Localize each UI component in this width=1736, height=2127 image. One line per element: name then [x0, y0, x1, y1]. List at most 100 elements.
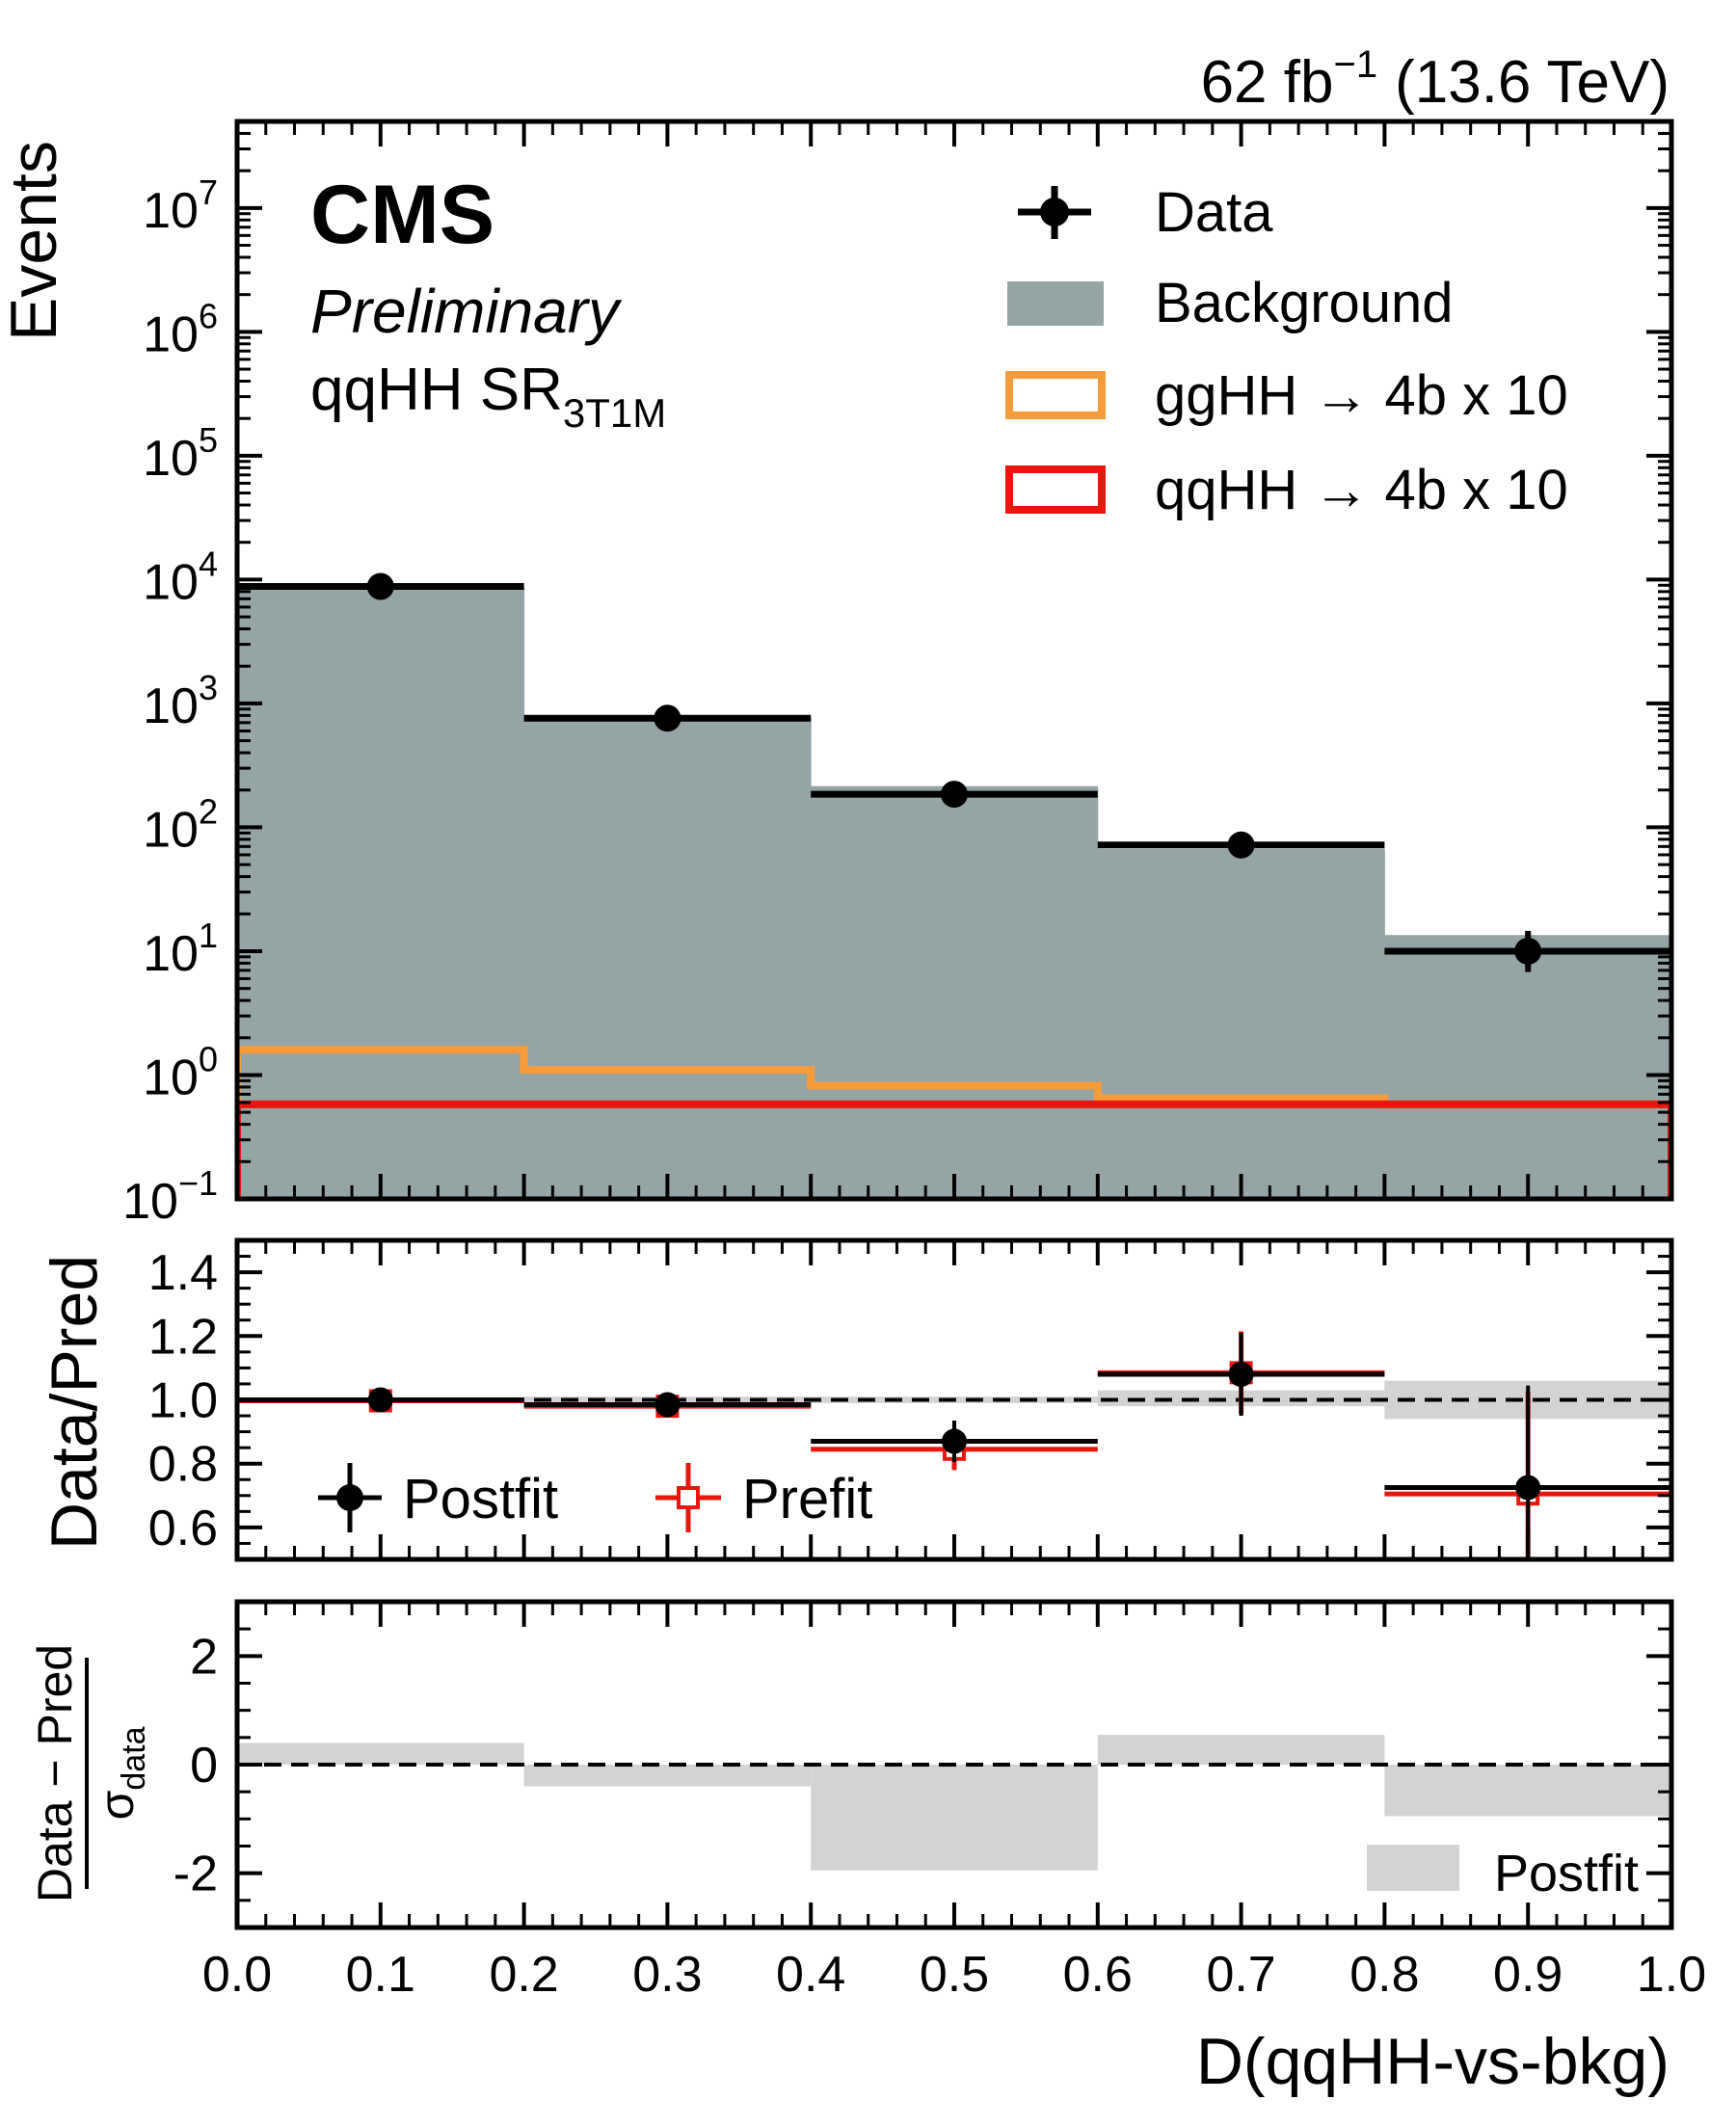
pull-bar	[1097, 1735, 1385, 1765]
legend-background-label: Background	[1155, 272, 1454, 334]
y-axis-label-ratio: Data/Pred	[38, 1255, 111, 1550]
y-axis-label-events: Events	[0, 141, 70, 341]
pull-label-sigma: σ	[90, 1791, 144, 1821]
y-tick-exponent: 2	[199, 791, 218, 831]
ratio-legend: Postfit Prefit	[318, 1463, 872, 1532]
y-tick-exponent: 5	[199, 420, 218, 460]
region-name: qqHH SR	[310, 357, 563, 423]
x-tick-label: 0.9	[1493, 1947, 1562, 2003]
legend-qqhh-label: qqHH → 4b x 10	[1155, 459, 1568, 521]
postfit-point	[1515, 1475, 1541, 1501]
background-bar	[523, 718, 812, 1199]
x-tick-label: 0.8	[1349, 1947, 1419, 2003]
postfit-point	[1228, 1362, 1254, 1388]
region-subscript: 3T1M	[563, 390, 666, 436]
y-tick-exponent: 6	[199, 296, 218, 335]
x-tick-label: 0.3	[632, 1947, 702, 2003]
data-point	[366, 572, 394, 600]
pull-label-sigma-sub: data	[116, 1726, 152, 1790]
postfit-point	[654, 1392, 681, 1418]
x-tick-label: 0.2	[489, 1947, 558, 2003]
background-bar	[811, 785, 1099, 1199]
pull-label-denominator: σdata	[90, 1726, 152, 1820]
y-tick-label: 104	[143, 544, 218, 610]
legend-prefit-marker	[655, 1463, 721, 1532]
region-label: qqHH SR3T1M	[310, 357, 666, 436]
pull-legend: Postfit	[1367, 1845, 1639, 1902]
pull-bar	[1384, 1765, 1671, 1817]
y-tick-exponent: 1	[199, 916, 218, 955]
y-tick-exponent: −1	[178, 1163, 218, 1203]
y-tick-base: 10	[143, 431, 199, 487]
x-tick-label: 0.0	[202, 1947, 272, 2003]
y-tick-base: 10	[143, 802, 199, 858]
y-tick-base: 10	[143, 678, 199, 734]
y-tick-label: 100	[143, 1039, 218, 1105]
legend-postfit-marker	[318, 1463, 382, 1532]
ratio-y-tick-label: 1.4	[148, 1245, 218, 1301]
y-tick-base: 10	[143, 1050, 199, 1105]
postfit-point	[942, 1428, 967, 1454]
x-tick-label: 0.6	[1063, 1947, 1133, 2003]
y-tick-label: 103	[143, 668, 218, 734]
y-tick-label: 107	[143, 173, 218, 239]
pull-y-tick-label: 0	[190, 1738, 218, 1794]
y-tick-base: 10	[122, 1174, 178, 1230]
background-bar	[237, 586, 525, 1199]
qqhh-step-line	[237, 1100, 1671, 1199]
legend-pull-label: Postfit	[1494, 1845, 1639, 1902]
y-axis-label-pull: Data − Pred σdata	[28, 1644, 152, 1902]
y-tick-label: 105	[143, 420, 218, 487]
x-tick-label: 0.4	[776, 1947, 845, 2003]
y-tick-base: 10	[143, 926, 199, 982]
legend-gghh-label: ggHH → 4b x 10	[1155, 364, 1568, 427]
legend-data-label: Data	[1155, 181, 1273, 244]
pull-label-numerator: Data − Pred	[28, 1644, 82, 1902]
y-tick-base: 10	[143, 306, 199, 362]
lumi-energy: (13.6 TeV)	[1395, 49, 1669, 116]
legend-prefit-label: Prefit	[742, 1468, 872, 1530]
y-tick-exponent: 3	[199, 668, 218, 707]
pull-y-tick-label: -2	[174, 1847, 218, 1902]
ratio-panel: 0.6 0.8 1.0 1.2 1.4 Postfit Prefit	[148, 1237, 1674, 1562]
pull-bar	[237, 1742, 524, 1765]
main-legend: Data Background ggHH → 4b x 10 qqHH → 4b…	[1005, 181, 1568, 521]
y-tick-label: 10−1	[122, 1163, 218, 1230]
y-tick-label: 102	[143, 791, 218, 858]
legend-data-marker	[1018, 186, 1091, 239]
y-tick-exponent: 7	[199, 173, 218, 212]
pull-bar	[811, 1765, 1098, 1871]
data-point	[941, 781, 968, 809]
background-bar	[1384, 935, 1671, 1199]
x-tick-label: 0.5	[920, 1947, 989, 2003]
legend-gghh-swatch	[1005, 371, 1106, 419]
data-point	[1514, 937, 1542, 965]
background-bar	[1097, 848, 1385, 1199]
y-tick-label: 106	[143, 296, 218, 362]
lumi-value: 62 fb	[1201, 49, 1334, 116]
data-point	[1227, 831, 1255, 859]
y-tick-label: 101	[143, 916, 218, 982]
y-tick-base: 10	[143, 554, 199, 610]
legend-pull-swatch	[1367, 1845, 1459, 1891]
experiment-label: CMS	[310, 169, 494, 261]
ratio-y-tick-label: 0.6	[148, 1501, 218, 1556]
pull-panel: -2 0 2 Postfit	[174, 1599, 1674, 1930]
status-label: Preliminary	[310, 277, 623, 346]
x-axis-label: D(qqHH-vs-bkg)	[1196, 2025, 1669, 2098]
y-tick-exponent: 4	[199, 544, 218, 583]
x-tick-label: 0.1	[346, 1947, 415, 2003]
legend-postfit-label: Postfit	[403, 1468, 558, 1530]
x-tick-label: 0.7	[1206, 1947, 1275, 2003]
legend-background-swatch	[1007, 281, 1104, 326]
pull-bar	[523, 1765, 812, 1787]
data-point	[654, 705, 681, 732]
x-tick-label: 1.0	[1637, 1947, 1706, 2003]
lumi-label: 62 fb−1 (13.6 TeV)	[1201, 43, 1669, 116]
y-tick-exponent: 0	[199, 1039, 218, 1078]
legend-qqhh-swatch	[1005, 465, 1106, 514]
ratio-y-tick-label: 0.8	[148, 1437, 218, 1493]
ratio-y-tick-label: 1.2	[148, 1309, 218, 1365]
